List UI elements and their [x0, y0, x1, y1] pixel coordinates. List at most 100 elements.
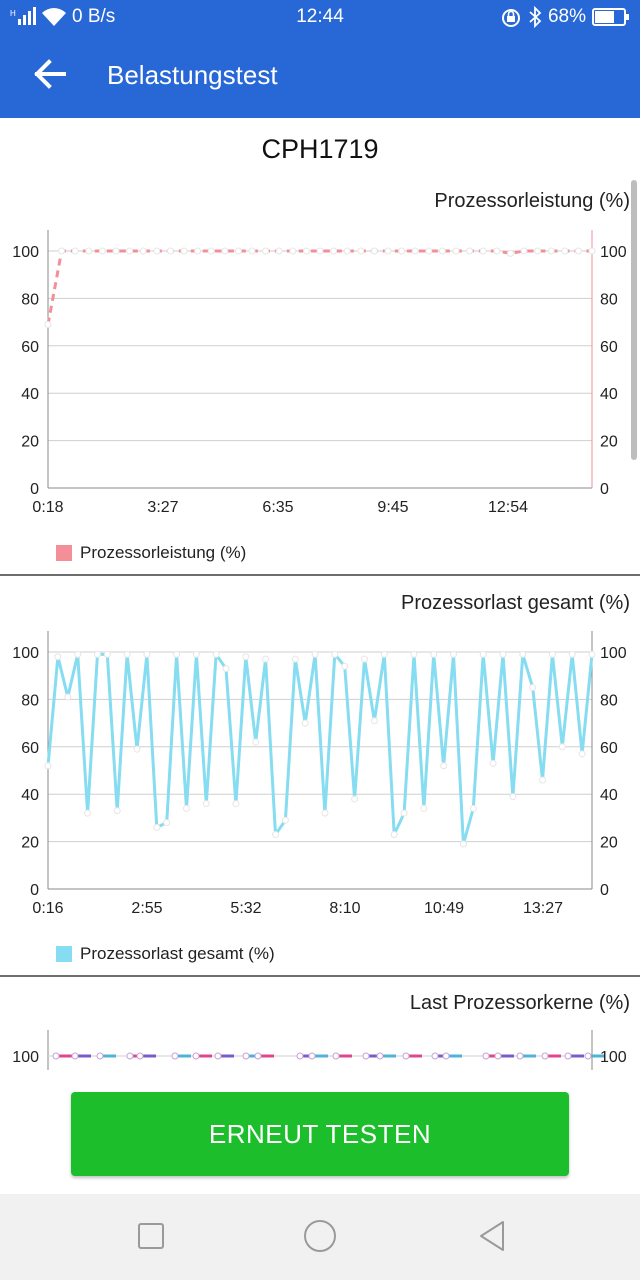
data-point: [509, 793, 517, 801]
data-point: [44, 320, 52, 328]
y-tick-label: 0: [30, 481, 39, 498]
core-data-point: [96, 1052, 104, 1060]
y-tick-label: 20: [21, 835, 39, 852]
series-line: [46, 652, 594, 846]
core-data-point: [584, 1052, 592, 1060]
data-point: [574, 247, 582, 255]
data-point: [234, 247, 242, 255]
recent-apps-button[interactable]: [129, 1216, 173, 1260]
core-data-point: [332, 1052, 340, 1060]
core-data-point: [126, 1052, 134, 1060]
data-point: [316, 247, 324, 255]
data-point: [103, 650, 111, 658]
core-data-point: [402, 1052, 410, 1060]
home-button[interactable]: [298, 1216, 342, 1260]
battery-level: 68%: [547, 6, 586, 27]
data-point: [126, 247, 134, 255]
data-point: [430, 650, 438, 658]
x-tick-label: 8:10: [329, 900, 360, 917]
x-tick-label: 12:54: [488, 499, 528, 516]
core-data-point: [242, 1052, 250, 1060]
data-point: [380, 650, 388, 658]
data-point: [390, 830, 398, 838]
scrollbar[interactable]: [631, 180, 637, 460]
y-tick-label: 60: [21, 339, 39, 356]
data-point: [499, 650, 507, 658]
data-point: [139, 247, 147, 255]
y-tick-label-right: 0: [600, 481, 609, 498]
data-point: [588, 247, 596, 255]
data-point: [330, 247, 338, 255]
data-point: [506, 249, 514, 257]
data-point: [271, 830, 279, 838]
data-point: [212, 650, 220, 658]
core-data-point: [52, 1052, 60, 1060]
data-point: [143, 650, 151, 658]
nav-back-button[interactable]: [470, 1216, 514, 1260]
back-icon: [477, 1220, 507, 1257]
chart-title-cores: Last Prozessorkerne (%): [409, 992, 630, 1014]
y-tick-label: 40: [21, 386, 39, 403]
y-tick-label-right: 100: [600, 645, 627, 662]
core-data-point: [564, 1052, 572, 1060]
core-data-point: [214, 1052, 222, 1060]
core-data-point: [171, 1052, 179, 1060]
x-tick-label: 6:35: [262, 499, 293, 516]
y-tick-label: 100: [12, 244, 39, 261]
data-point: [71, 247, 79, 255]
data-point: [370, 247, 378, 255]
data-point: [459, 840, 467, 848]
chart-title-load: Prozessorlast gesamt (%): [401, 592, 630, 614]
data-point: [291, 655, 299, 663]
data-point: [479, 247, 487, 255]
battery-icon: [592, 7, 630, 27]
core-data-point: [362, 1052, 370, 1060]
signal-icon: H: [10, 7, 36, 27]
data-point: [85, 247, 93, 255]
y-tick-label: 100: [12, 645, 39, 662]
retest-button[interactable]: ERNEUT TESTEN: [71, 1092, 569, 1176]
status-bar: H 0 B/s 12:44: [0, 0, 640, 34]
data-point: [440, 762, 448, 770]
data-point: [400, 809, 408, 817]
data-point: [534, 247, 542, 255]
results-scroll-view[interactable]: CPH1719 Prozessorleistung (%) 0 0 20 20 40 40…: [0, 118, 640, 1070]
recent-apps-icon: [137, 1222, 165, 1255]
divider: [0, 975, 640, 977]
data-point: [232, 800, 240, 808]
status-left: H 0 B/s: [10, 6, 115, 28]
x-tick-label: 5:32: [230, 900, 261, 917]
data-point: [489, 759, 497, 767]
data-point: [561, 247, 569, 255]
data-point: [529, 684, 537, 692]
data-point: [351, 795, 359, 803]
data-point: [479, 650, 487, 658]
data-point: [301, 719, 309, 727]
core-data-point: [376, 1052, 384, 1060]
data-point: [173, 650, 181, 658]
back-button[interactable]: [20, 52, 80, 100]
svg-text:H: H: [10, 9, 16, 18]
series-line: [46, 249, 592, 325]
data-point: [361, 655, 369, 663]
data-point: [343, 247, 351, 255]
data-point: [153, 823, 161, 831]
divider: [0, 574, 640, 576]
data-point: [331, 650, 339, 658]
y-tick-label-right: 20: [600, 835, 618, 852]
data-point: [411, 247, 419, 255]
legend-swatch: [56, 545, 72, 561]
y-tick-label: 80: [21, 291, 39, 308]
y-tick-label: 60: [21, 740, 39, 757]
legend-label: Prozessorleistung (%): [80, 543, 247, 562]
network-speed: 0 B/s: [72, 6, 116, 27]
data-point: [275, 247, 283, 255]
x-tick-label: 2:55: [131, 900, 162, 917]
core-data-point: [136, 1052, 144, 1060]
data-point: [520, 247, 528, 255]
total-load-chart: 0 0 20 20 40 40 60 60 80 80 100 100 0:16 2:55 5:32 8:10…: [12, 631, 627, 917]
app-title: Belastungstest: [107, 60, 278, 90]
data-point: [194, 247, 202, 255]
chart-title-performance: Prozessorleistung (%): [434, 190, 630, 212]
data-point: [341, 662, 349, 670]
